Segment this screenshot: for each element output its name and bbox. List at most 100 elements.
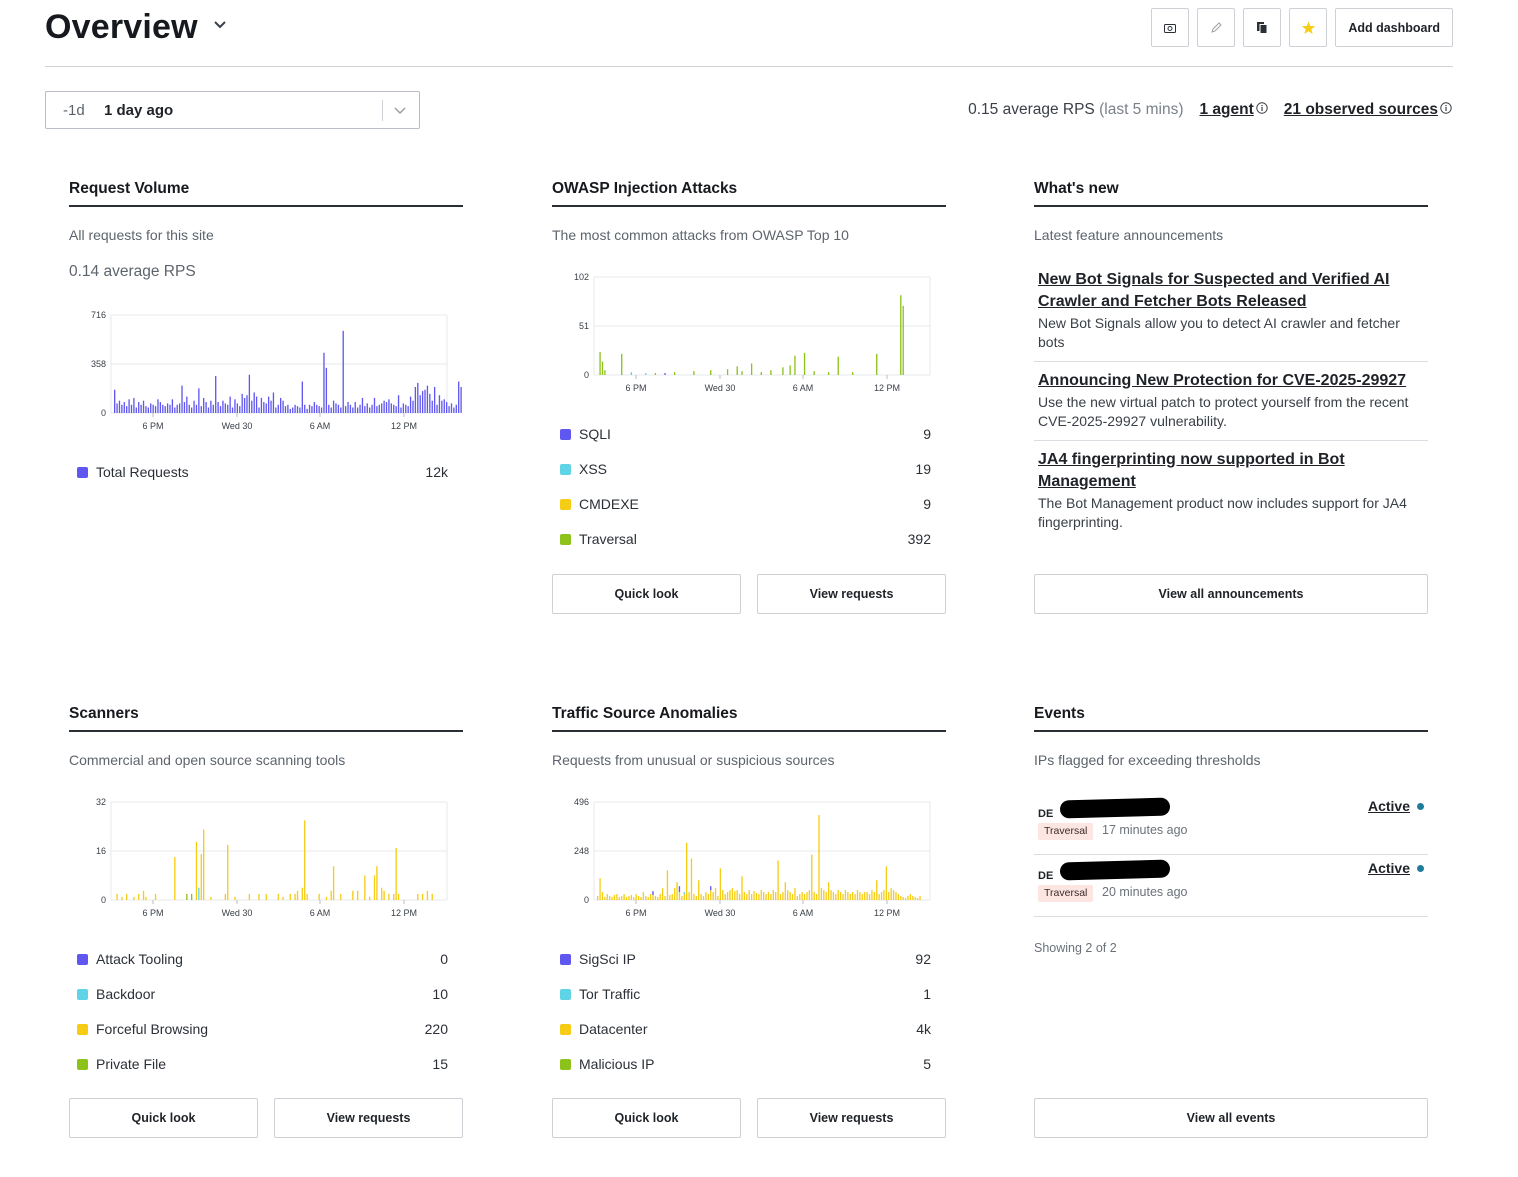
bar xyxy=(736,366,738,375)
view-requests-button[interactable]: View requests xyxy=(757,1098,946,1138)
legend-swatch xyxy=(560,534,571,545)
bar xyxy=(813,892,815,900)
time-range-select[interactable]: -1d 1 day ago xyxy=(45,91,420,129)
legend-value: 4k xyxy=(916,1021,931,1037)
legend-item-total-requests[interactable]: Total Requests 12k xyxy=(69,464,463,499)
bar xyxy=(900,295,902,375)
traffic-anomalies-chart[interactable]: 0 248 496 6 PM Wed 30 6 AM 12 PM xyxy=(552,791,946,921)
bar xyxy=(657,897,659,900)
view-all-announcements-button[interactable]: View all announcements xyxy=(1034,574,1428,614)
chevron-down-icon[interactable] xyxy=(394,104,406,116)
bar xyxy=(116,893,118,900)
bar xyxy=(729,890,731,900)
bar xyxy=(424,389,426,413)
edit-button[interactable] xyxy=(1197,8,1236,47)
card-subtitle: All requests for this site xyxy=(69,227,214,243)
bar xyxy=(359,404,361,413)
legend-item-forceful-browsing[interactable]: Forceful Browsing 220 xyxy=(69,1021,463,1056)
bar xyxy=(241,393,243,413)
bar xyxy=(775,892,777,900)
bar xyxy=(830,890,832,900)
event-status-link[interactable]: Active xyxy=(1367,798,1410,814)
chevron-down-icon[interactable] xyxy=(213,18,227,32)
announcement-link[interactable]: JA4 fingerprinting now supported in Bot … xyxy=(1038,451,1345,490)
bar xyxy=(748,890,750,900)
copy-button[interactable] xyxy=(1243,8,1282,47)
legend-swatch xyxy=(77,467,88,478)
event-row[interactable]: DE Traversal 17 minutes ago Active xyxy=(1034,793,1428,855)
event-status-link[interactable]: Active xyxy=(1367,860,1410,876)
request-volume-chart[interactable]: 0 358 716 6 PM Wed 30 6 AM 12 PM xyxy=(69,304,463,434)
bar xyxy=(275,407,277,413)
legend-item-xss[interactable]: XSS 19 xyxy=(552,461,946,496)
legend-item-traversal[interactable]: Traversal 392 xyxy=(552,531,946,566)
bar xyxy=(847,892,849,900)
bar xyxy=(123,402,125,413)
bar xyxy=(827,372,830,375)
bar xyxy=(224,893,226,900)
bar xyxy=(791,894,794,900)
observed-sources-link[interactable]: 21 observed sources xyxy=(1284,101,1452,119)
bar xyxy=(186,893,188,900)
legend-item-sigsci-ip[interactable]: SigSci IP 92 xyxy=(552,951,946,986)
bar xyxy=(854,894,856,900)
bar xyxy=(842,894,844,900)
bar xyxy=(304,404,306,413)
view-all-events-button[interactable]: View all events xyxy=(1034,1098,1428,1138)
view-requests-button[interactable]: View requests xyxy=(274,1098,463,1138)
card-subtitle: The most common attacks from OWASP Top 1… xyxy=(552,227,849,243)
bar xyxy=(912,896,914,900)
legend-item-malicious-ip[interactable]: Malicious IP 5 xyxy=(552,1056,946,1091)
quick-look-button[interactable]: Quick look xyxy=(552,574,741,614)
pencil-icon xyxy=(1211,21,1223,33)
scanners-chart[interactable]: 0 16 32 6 PM Wed 30 6 AM 12 PM xyxy=(69,791,463,921)
card-title: Request Volume xyxy=(69,178,463,207)
legend-item-private-file[interactable]: Private File 15 xyxy=(69,1056,463,1091)
bar xyxy=(306,408,308,413)
event-tag: Traversal xyxy=(1038,823,1094,840)
y-tick-label: 0 xyxy=(584,895,589,905)
bar xyxy=(726,369,729,375)
favorite-button[interactable] xyxy=(1289,8,1328,47)
announcement-body: New Bot Signals allow you to detect AI c… xyxy=(1038,315,1400,350)
bar xyxy=(373,397,376,413)
view-requests-button[interactable]: View requests xyxy=(757,574,946,614)
bar xyxy=(325,367,328,413)
bar xyxy=(673,888,676,900)
announcement-link[interactable]: Announcing New Protection for CVE-2025-2… xyxy=(1038,372,1407,389)
bar xyxy=(710,370,712,375)
bar xyxy=(133,397,135,413)
legend-item-datacenter[interactable]: Datacenter 4k xyxy=(552,1021,946,1056)
legend-item-attack-tooling[interactable]: Attack Tooling 0 xyxy=(69,951,463,986)
bar xyxy=(316,404,318,413)
owasp-chart[interactable]: 0 51 102 6 PM Wed 30 6 AM 12 PM xyxy=(552,266,946,396)
chart-legend: Total Requests 12k xyxy=(69,464,463,499)
legend-item-tor-traffic[interactable]: Tor Traffic 1 xyxy=(552,986,946,1021)
legend-item-sqli[interactable]: SQLI 9 xyxy=(552,426,946,461)
legend-value: 1 xyxy=(923,986,931,1002)
bar xyxy=(753,891,755,900)
legend-label: Total Requests xyxy=(96,464,189,480)
event-row[interactable]: DE Traversal 20 minutes ago Active xyxy=(1034,855,1428,917)
legend-item-cmdexe[interactable]: CMDEXE 9 xyxy=(552,496,946,531)
bar xyxy=(308,404,311,413)
bar xyxy=(856,890,859,900)
bar xyxy=(698,880,700,900)
bar xyxy=(681,896,683,900)
quick-look-button[interactable]: Quick look xyxy=(552,1098,741,1138)
bar xyxy=(839,892,842,900)
bar xyxy=(443,399,445,413)
bar xyxy=(813,371,815,375)
bar xyxy=(859,892,861,900)
announcement-link[interactable]: New Bot Signals for Suspected and Verifi… xyxy=(1038,271,1390,310)
bar xyxy=(683,892,685,895)
add-dashboard-button[interactable]: Add dashboard xyxy=(1335,8,1453,47)
legend-item-backdoor[interactable]: Backdoor 10 xyxy=(69,986,463,1021)
legend-value: 12k xyxy=(425,464,448,480)
quick-look-button[interactable]: Quick look xyxy=(69,1098,258,1138)
agents-link[interactable]: 1 agent xyxy=(1200,101,1268,119)
bar xyxy=(599,878,601,900)
bar xyxy=(654,896,657,900)
bar xyxy=(210,896,212,900)
screenshot-button[interactable] xyxy=(1151,8,1190,47)
